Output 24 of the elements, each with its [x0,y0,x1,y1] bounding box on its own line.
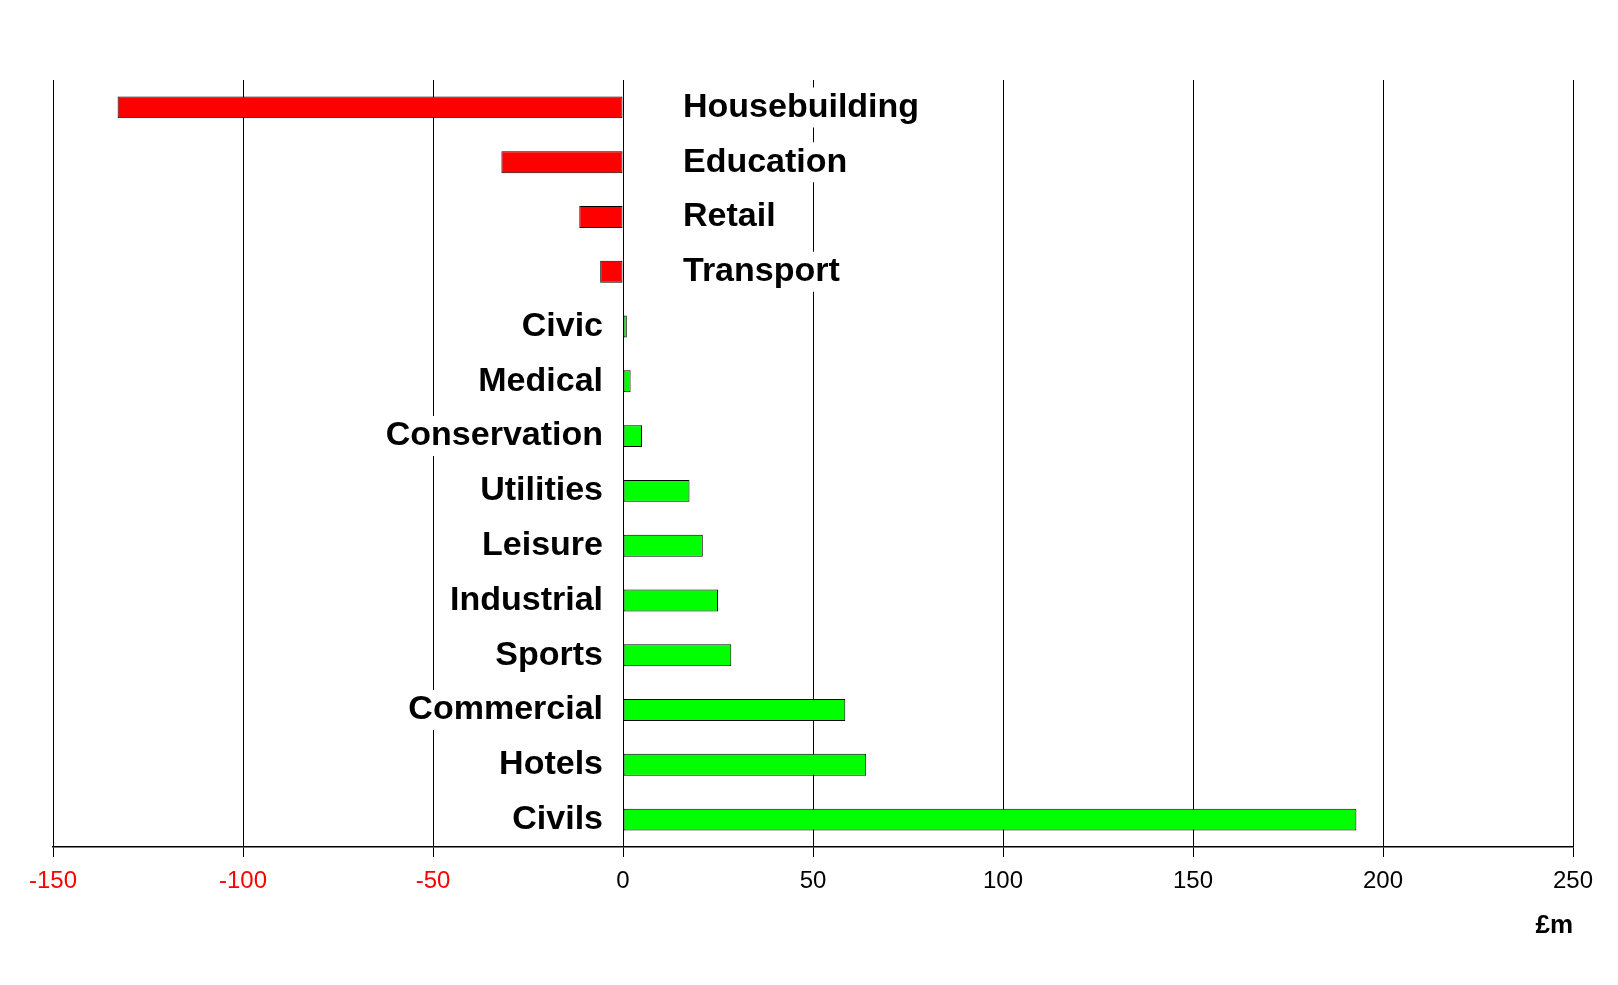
y-tick-label: Utilities [480,469,604,508]
x-tick-label: 100 [982,866,1024,894]
y-tick-label: Education [683,140,848,179]
y-tick-label: Sports [495,633,604,672]
y-tick-label: Conservation [385,414,603,453]
x-tick-label: -150 [28,866,78,894]
x-tick-label: 250 [1552,866,1594,894]
x-tick-label: 0 [616,866,630,894]
x-tick-label: 50 [799,866,827,894]
x-axis-title: £m [1535,908,1573,939]
y-tick-label: Medical [478,359,604,398]
y-tick-label: Industrial [449,578,604,617]
y-tick-label: Leisure [482,524,604,563]
x-tick-label: -50 [415,866,451,894]
y-tick-label: Commercial [408,688,603,727]
y-tick-label: Transport [683,250,840,289]
y-tick-label: Civils [512,797,604,836]
x-tick-label: 200 [1362,866,1404,894]
x-tick-label: 150 [1172,866,1214,894]
y-tick-label: Hotels [499,743,604,782]
x-tick-label: -100 [218,866,268,894]
y-tick-label: Civic [521,304,603,343]
y-tick-label: Retail [683,195,776,234]
y-tick-label: Housebuilding [683,85,920,124]
